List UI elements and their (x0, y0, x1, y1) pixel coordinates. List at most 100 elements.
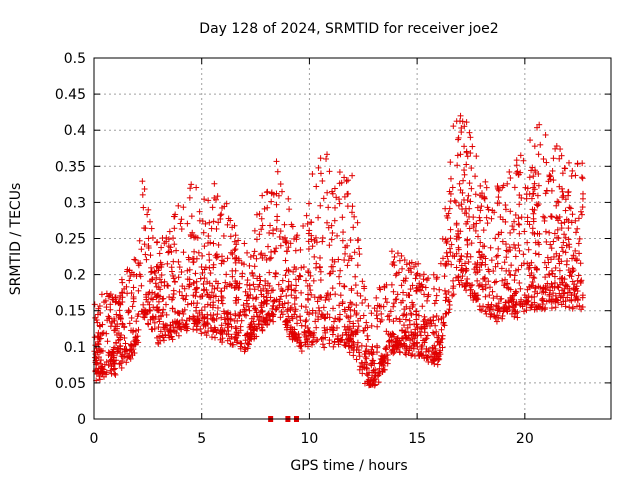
data-point (184, 220, 191, 227)
data-point (344, 191, 351, 198)
data-point (206, 251, 213, 258)
data-point (169, 305, 176, 312)
data-point (121, 285, 128, 292)
data-point (258, 250, 265, 257)
data-point (542, 274, 549, 281)
data-point (563, 261, 570, 268)
data-point (403, 311, 410, 318)
data-point (231, 255, 238, 262)
data-point (558, 244, 565, 251)
data-point (130, 271, 137, 278)
data-point (494, 183, 501, 190)
data-point (331, 185, 338, 192)
data-point (311, 237, 318, 244)
data-point (422, 284, 429, 291)
data-point (337, 292, 344, 299)
data-point (162, 322, 169, 329)
data-point (304, 268, 311, 275)
data-point (538, 296, 545, 303)
data-point (126, 320, 133, 327)
data-point (431, 360, 438, 367)
data-point (374, 315, 381, 322)
data-point (176, 288, 183, 295)
data-point (123, 359, 130, 366)
data-point (575, 240, 582, 247)
data-point (138, 282, 145, 289)
data-point (534, 290, 541, 297)
data-point (543, 238, 550, 245)
data-point (139, 191, 146, 198)
data-point (184, 276, 191, 283)
data-point (156, 276, 163, 283)
x-tick-label: 20 (516, 431, 534, 447)
data-point (511, 277, 518, 284)
data-point (543, 159, 550, 166)
data-point (394, 250, 401, 257)
data-point (179, 308, 186, 315)
data-point (315, 304, 322, 311)
data-point (469, 143, 476, 150)
data-point (193, 327, 200, 334)
data-point (466, 180, 473, 187)
data-point (315, 313, 322, 320)
data-point (450, 291, 457, 298)
data-point (121, 346, 128, 353)
data-point (118, 276, 125, 283)
data-point (185, 254, 192, 261)
data-point (523, 307, 530, 314)
data-point (470, 221, 477, 228)
data-point (504, 180, 511, 187)
data-point (514, 314, 521, 321)
data-point (224, 221, 231, 228)
data-point (464, 237, 471, 244)
data-point (283, 239, 290, 246)
data-point (447, 175, 454, 182)
data-point (570, 252, 577, 259)
data-point (228, 249, 235, 256)
data-point (351, 249, 358, 256)
data-point (341, 323, 348, 330)
data-point (111, 357, 118, 364)
data-point (420, 276, 427, 283)
data-point (464, 275, 471, 282)
data-point (311, 294, 318, 301)
data-point (277, 314, 284, 321)
data-point (461, 283, 468, 290)
data-point (102, 371, 109, 378)
data-point (286, 331, 293, 338)
data-point (446, 306, 453, 313)
data-point (180, 295, 187, 302)
data-point (273, 245, 280, 252)
data-point (364, 324, 371, 331)
data-point (221, 203, 228, 210)
data-point (515, 221, 522, 228)
data-point (482, 285, 489, 292)
data-point (383, 299, 390, 306)
data-point (392, 296, 399, 303)
data-point (263, 189, 270, 196)
data-point (201, 303, 208, 310)
data-point (232, 284, 239, 291)
data-point (436, 286, 443, 293)
data-point (303, 335, 310, 342)
data-point (347, 306, 354, 313)
data-point (155, 267, 162, 274)
data-point (388, 248, 395, 255)
data-point (229, 224, 236, 231)
data-point (449, 184, 456, 191)
data-point (175, 202, 182, 209)
data-point (268, 198, 275, 205)
data-point (200, 287, 207, 294)
data-point (267, 222, 274, 229)
data-point (525, 246, 532, 253)
data-point (244, 292, 251, 299)
data-point (564, 289, 571, 296)
data-point (152, 280, 159, 287)
data-point (96, 322, 103, 329)
data-point (209, 315, 216, 322)
data-point (201, 286, 208, 293)
data-point (210, 261, 217, 268)
data-point (232, 259, 239, 266)
data-point (435, 355, 442, 362)
data-point (485, 278, 492, 285)
